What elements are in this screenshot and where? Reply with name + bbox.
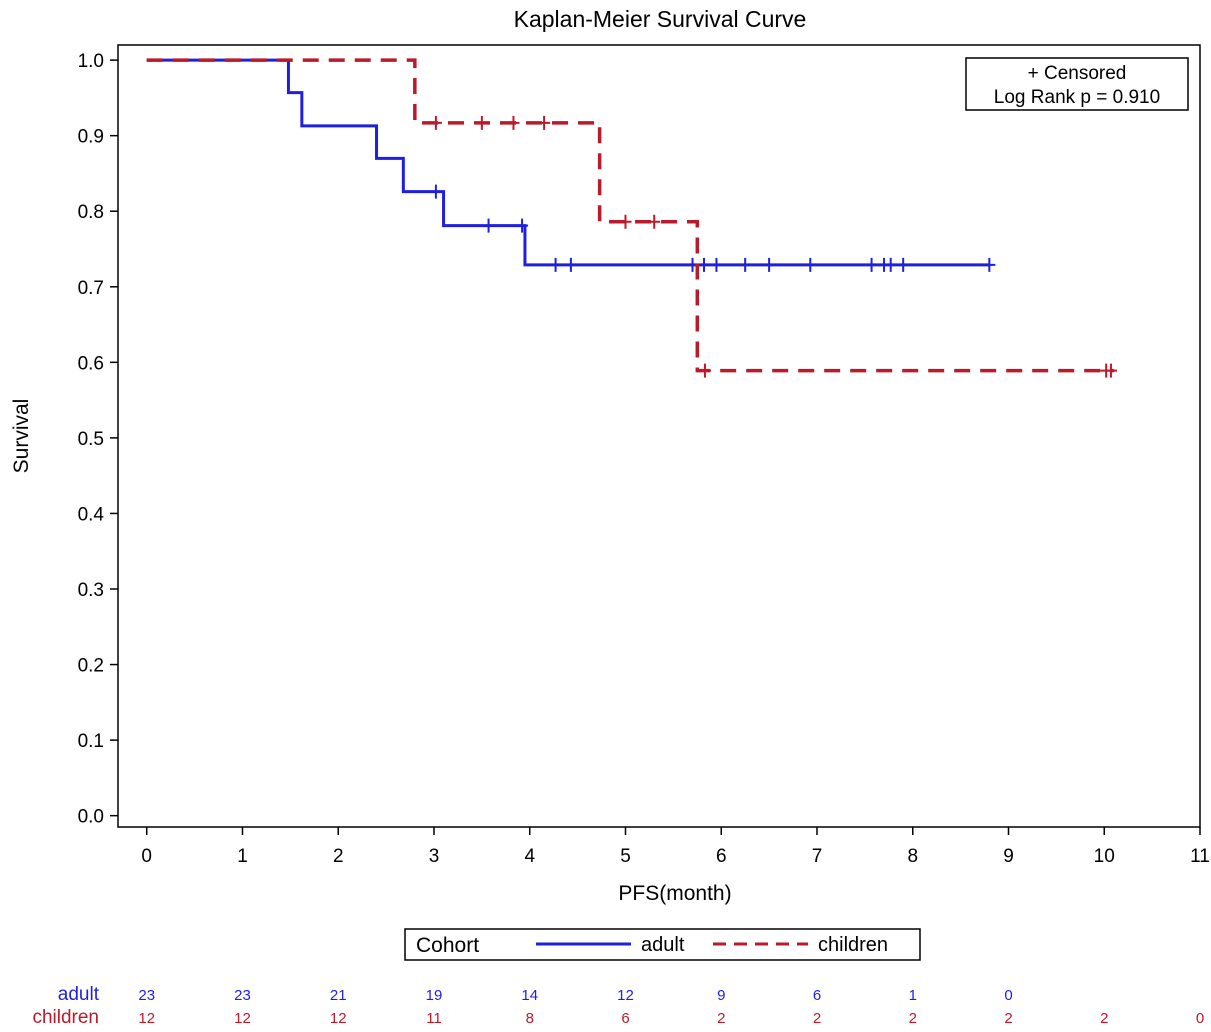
y-tick-label-8: 0.8 — [78, 202, 104, 223]
at-risk-children-10: 2 — [1100, 1010, 1108, 1027]
x-tick-label-3: 3 — [429, 846, 440, 867]
censor-mark-adult-10 — [804, 257, 817, 272]
y-tick-label-4: 0.4 — [78, 504, 105, 525]
at-risk-children-1: 12 — [234, 1010, 251, 1027]
at-risk-children-11: 0 — [1196, 1010, 1204, 1027]
at-risk-adult-4: 14 — [521, 987, 538, 1004]
y-tick-label-1: 0.1 — [78, 731, 104, 752]
annotation-censored: + Censored — [1028, 63, 1127, 84]
censor-mark-adult-4 — [564, 257, 577, 272]
at-risk-children-9: 2 — [1004, 1010, 1012, 1027]
censor-mark-children-1 — [475, 115, 488, 130]
x-axis: 0 1 2 3 4 5 6 7 8 9 10 11 — [141, 827, 1210, 867]
chart-title: Kaplan-Meier Survival Curve — [514, 6, 807, 32]
censor-mark-adult-14 — [897, 257, 910, 272]
legend-title: Cohort — [416, 934, 479, 957]
x-tick-label-5: 5 — [620, 846, 631, 867]
censor-mark-children-8 — [1104, 363, 1117, 378]
series-layer — [146, 58, 1117, 378]
at-risk-children-4: 8 — [526, 1010, 534, 1027]
y-tick-label-2: 0.2 — [78, 656, 104, 677]
censor-mark-adult-9 — [763, 257, 776, 272]
censor-mark-adult-15 — [983, 257, 996, 272]
at-risk-adult-5: 12 — [617, 987, 634, 1004]
censor-mark-adult-7 — [710, 257, 723, 272]
x-tick-label-4: 4 — [524, 846, 535, 867]
censor-mark-adult-1 — [482, 218, 495, 233]
at-risk-adult-6: 9 — [717, 987, 725, 1004]
series-adult-curve — [146, 58, 990, 267]
y-tick-label-6: 0.6 — [78, 353, 104, 374]
y-tick-label-7: 0.7 — [78, 278, 104, 299]
x-tick-label-8: 8 — [907, 846, 918, 867]
at-risk-children-0: 12 — [138, 1010, 155, 1027]
legend-frame — [404, 928, 921, 961]
at-risk-adult-9: 0 — [1004, 987, 1012, 1004]
at-risk-children-3: 11 — [426, 1010, 442, 1027]
x-tick-label-10: 10 — [1094, 846, 1115, 867]
at-risk-table: adult 23 23 21 19 14 12 9 6 1 0 children 12 12 12 11 8 6 2… — [32, 984, 1204, 1028]
y-tick-label-5: 0.5 — [78, 429, 104, 450]
at-risk-children-8: 2 — [909, 1010, 917, 1027]
at-risk-adult-8: 1 — [909, 987, 917, 1004]
annotation-logrank: Log Rank p = 0.910 — [994, 87, 1160, 108]
at-risk-adult-2: 21 — [330, 987, 347, 1004]
y-axis-label: Survival — [10, 399, 33, 474]
censor-mark-adult-3 — [549, 257, 562, 272]
plot-frame — [117, 44, 1201, 828]
censor-mark-adult-8 — [739, 257, 752, 272]
at-risk-children-5: 6 — [621, 1010, 629, 1027]
censor-mark-adult-0 — [429, 184, 442, 199]
x-tick-label-1: 1 — [237, 846, 248, 867]
at-risk-children-6: 2 — [717, 1010, 725, 1027]
at-risk-children-2: 12 — [330, 1010, 347, 1027]
legend-label-children: children — [818, 934, 888, 956]
x-tick-label-9: 9 — [1003, 846, 1014, 867]
y-axis: 0.0 0.1 0.2 0.3 0.4 0.5 0.6 0.7 0.8 0.9 1.0 — [78, 51, 118, 828]
at-risk-label-children: children — [32, 1007, 99, 1028]
x-tick-label-0: 0 — [141, 846, 152, 867]
censor-mark-children-0 — [429, 115, 442, 130]
y-tick-label-9: 0.9 — [78, 127, 104, 148]
at-risk-adult-3: 19 — [426, 987, 443, 1004]
annotation-frame — [965, 57, 1189, 111]
censor-mark-children-6 — [698, 363, 711, 378]
censor-mark-adult-13 — [884, 257, 897, 272]
x-tick-label-2: 2 — [333, 846, 344, 867]
censor-mark-children-5 — [648, 214, 661, 229]
legend: Cohort adult children — [404, 928, 921, 961]
x-tick-label-11: 11 — [1190, 846, 1210, 867]
censor-mark-adult-11 — [865, 257, 878, 272]
x-tick-label-7: 7 — [812, 846, 823, 867]
legend-label-adult: adult — [641, 934, 685, 956]
y-tick-label-0: 0.0 — [78, 807, 104, 828]
at-risk-adult-1: 23 — [234, 987, 251, 1004]
censor-mark-children-3 — [538, 115, 551, 130]
y-tick-label-3: 0.3 — [78, 580, 104, 601]
censor-mark-adult-2 — [516, 218, 529, 233]
at-risk-label-adult: adult — [58, 984, 100, 1005]
at-risk-children-7: 2 — [813, 1010, 821, 1027]
series-children-curve — [146, 58, 1114, 373]
x-tick-label-6: 6 — [716, 846, 727, 867]
x-axis-label: PFS(month) — [618, 882, 731, 905]
censor-mark-adult-6 — [698, 257, 711, 272]
censor-mark-children-4 — [619, 214, 632, 229]
at-risk-adult-7: 6 — [813, 987, 821, 1004]
y-tick-label-10: 1.0 — [78, 51, 104, 72]
at-risk-adult-0: 23 — [138, 987, 155, 1004]
annotation-box: + Censored Log Rank p = 0.910 — [965, 57, 1189, 111]
censor-mark-children-2 — [507, 115, 520, 130]
